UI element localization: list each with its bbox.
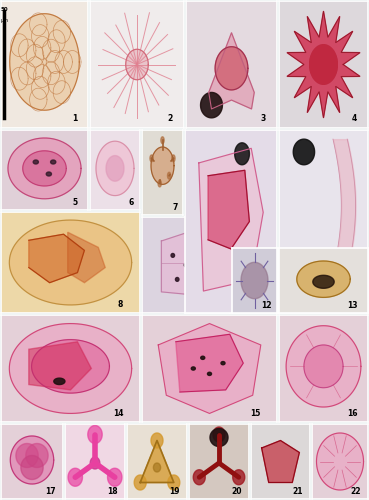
Polygon shape	[32, 340, 110, 393]
Polygon shape	[172, 155, 175, 162]
Polygon shape	[201, 356, 205, 360]
Polygon shape	[16, 444, 38, 468]
Polygon shape	[161, 137, 164, 143]
Polygon shape	[193, 470, 205, 484]
Polygon shape	[140, 440, 174, 482]
Polygon shape	[286, 326, 361, 407]
Polygon shape	[96, 141, 134, 196]
Text: 13: 13	[347, 302, 357, 310]
Polygon shape	[310, 45, 337, 84]
Text: 50: 50	[1, 8, 8, 12]
Polygon shape	[8, 138, 81, 199]
Polygon shape	[151, 147, 174, 184]
Text: 16: 16	[347, 408, 357, 418]
Text: 1: 1	[72, 114, 77, 123]
Polygon shape	[29, 342, 92, 390]
Polygon shape	[154, 463, 161, 472]
Polygon shape	[199, 148, 263, 291]
Text: 22: 22	[351, 487, 361, 496]
Polygon shape	[46, 172, 51, 176]
Polygon shape	[90, 457, 100, 469]
Text: 17: 17	[45, 487, 56, 496]
Polygon shape	[158, 180, 161, 187]
Text: 20: 20	[231, 487, 242, 496]
Polygon shape	[158, 324, 261, 414]
Polygon shape	[193, 272, 197, 276]
Polygon shape	[329, 282, 339, 300]
Polygon shape	[233, 470, 245, 484]
Polygon shape	[175, 278, 179, 281]
Polygon shape	[126, 50, 148, 80]
Polygon shape	[313, 276, 334, 288]
Polygon shape	[23, 151, 66, 186]
Text: 7: 7	[173, 202, 178, 211]
Text: 11: 11	[347, 296, 357, 306]
Polygon shape	[9, 220, 132, 305]
Polygon shape	[209, 33, 254, 109]
Polygon shape	[168, 172, 171, 179]
Polygon shape	[176, 334, 243, 392]
Polygon shape	[10, 436, 54, 484]
Polygon shape	[168, 475, 180, 490]
Text: μm: μm	[0, 18, 8, 22]
Text: 5: 5	[72, 198, 77, 207]
Polygon shape	[54, 378, 65, 384]
Polygon shape	[235, 143, 249, 165]
Polygon shape	[171, 254, 175, 258]
Polygon shape	[26, 444, 48, 468]
Polygon shape	[310, 45, 337, 84]
Polygon shape	[107, 468, 122, 486]
Text: 2: 2	[168, 114, 173, 123]
Polygon shape	[310, 45, 337, 84]
Polygon shape	[317, 433, 363, 490]
Polygon shape	[287, 11, 360, 118]
Polygon shape	[304, 345, 343, 388]
Polygon shape	[210, 428, 228, 446]
Polygon shape	[215, 46, 248, 90]
Polygon shape	[213, 427, 225, 442]
Polygon shape	[51, 160, 56, 164]
Polygon shape	[208, 170, 249, 249]
Polygon shape	[68, 468, 82, 486]
Polygon shape	[9, 324, 132, 414]
Polygon shape	[29, 234, 85, 282]
Text: 8: 8	[118, 300, 123, 309]
Polygon shape	[221, 362, 225, 365]
Text: 4: 4	[352, 114, 357, 123]
Polygon shape	[134, 475, 146, 490]
Polygon shape	[241, 262, 268, 298]
Polygon shape	[33, 160, 38, 164]
Polygon shape	[297, 261, 350, 298]
Text: 21: 21	[292, 487, 303, 496]
Polygon shape	[310, 45, 337, 84]
Text: 19: 19	[169, 487, 180, 496]
Polygon shape	[201, 92, 223, 118]
Polygon shape	[207, 372, 211, 376]
Polygon shape	[310, 45, 337, 84]
Polygon shape	[21, 456, 43, 479]
Polygon shape	[151, 433, 163, 448]
Polygon shape	[310, 45, 337, 84]
Polygon shape	[150, 155, 153, 162]
Text: 3: 3	[261, 114, 266, 123]
Text: 9: 9	[214, 300, 220, 309]
Polygon shape	[184, 263, 188, 267]
Text: 6: 6	[129, 198, 134, 207]
Polygon shape	[293, 139, 315, 165]
Polygon shape	[10, 14, 79, 110]
Polygon shape	[106, 156, 124, 181]
Text: 10: 10	[255, 296, 266, 306]
Text: 18: 18	[107, 487, 118, 496]
Polygon shape	[262, 440, 299, 482]
Polygon shape	[191, 367, 195, 370]
Polygon shape	[68, 232, 105, 282]
Polygon shape	[310, 45, 337, 84]
Text: 14: 14	[113, 408, 123, 418]
Polygon shape	[88, 426, 102, 444]
Polygon shape	[161, 228, 214, 296]
Text: 15: 15	[251, 408, 261, 418]
Text: 12: 12	[261, 302, 272, 310]
Polygon shape	[310, 45, 337, 84]
